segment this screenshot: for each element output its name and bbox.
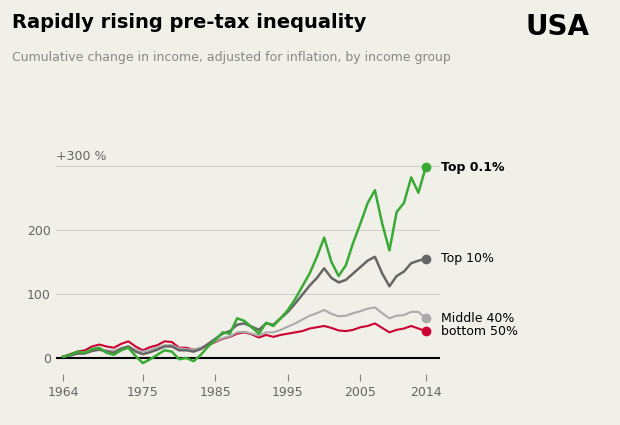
Text: USA: USA: [525, 13, 589, 41]
Text: bottom 50%: bottom 50%: [441, 325, 518, 337]
Text: Cumulative change in income, adjusted for inflation, by income group: Cumulative change in income, adjusted fo…: [12, 51, 451, 64]
Text: Rapidly rising pre-tax inequality: Rapidly rising pre-tax inequality: [12, 13, 367, 32]
Text: Top 10%: Top 10%: [441, 252, 494, 265]
Text: Middle 40%: Middle 40%: [441, 312, 515, 325]
Text: Top 0.1%: Top 0.1%: [441, 161, 505, 174]
Text: +300 %: +300 %: [56, 150, 106, 163]
